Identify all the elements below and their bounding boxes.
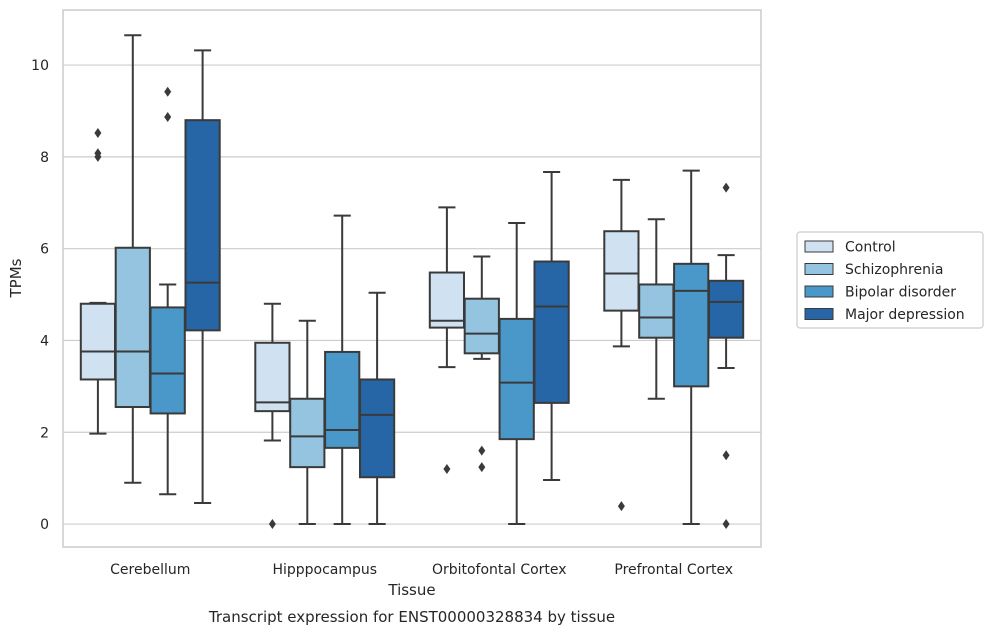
iqr-box xyxy=(79,302,117,381)
box-control xyxy=(79,128,117,435)
y-axis-label: TPMs xyxy=(7,258,25,298)
box-schizophrenia xyxy=(463,255,500,473)
legend-item: Bipolar disorder xyxy=(804,285,956,301)
outlier-point xyxy=(617,501,625,512)
legend-frame xyxy=(796,231,984,329)
box-schizophrenia xyxy=(638,218,675,400)
box-schizophrenia xyxy=(114,34,151,484)
legend-swatch xyxy=(804,285,834,298)
iqr-box xyxy=(463,297,500,355)
box-bipolar-disorder xyxy=(673,169,710,526)
iqr-box xyxy=(114,246,151,409)
box-major-depression xyxy=(707,182,745,530)
box-plot-area xyxy=(79,34,745,530)
box-control xyxy=(254,302,291,530)
outlier-point xyxy=(478,462,486,473)
x-tick-label: Orbitofontal Cortex xyxy=(432,562,567,578)
box-bipolar-disorder xyxy=(324,214,361,526)
legend-label: Major depression xyxy=(845,307,965,323)
legend-label: Schizophrenia xyxy=(845,262,943,278)
legend-label: Control xyxy=(845,240,896,256)
outlier-point xyxy=(478,445,486,456)
plot-frame xyxy=(62,9,762,548)
legend-item: Major depression xyxy=(804,307,965,323)
outlier-point xyxy=(164,86,172,97)
y-tick-label: 8 xyxy=(40,150,49,166)
iqr-box xyxy=(638,283,675,339)
iqr-box xyxy=(673,262,710,388)
chart-caption: Transcript expression for ENST0000032883… xyxy=(208,608,615,626)
y-tick-label: 2 xyxy=(40,425,49,441)
legend: Control Schizophrenia Bipolar disorder Majo… xyxy=(796,231,984,329)
outlier-point xyxy=(94,128,102,139)
legend-label: Bipolar disorder xyxy=(845,285,956,301)
outlier-point xyxy=(443,463,451,474)
iqr-box xyxy=(254,341,291,413)
box-major-depression xyxy=(184,49,221,504)
box-bipolar-disorder xyxy=(498,221,535,526)
box-major-depression xyxy=(358,291,396,526)
y-tick-label: 0 xyxy=(40,517,49,533)
iqr-box xyxy=(603,230,640,312)
outlier-point xyxy=(722,182,730,193)
outlier-point xyxy=(722,450,730,461)
y-tick-label: 4 xyxy=(40,333,49,349)
iqr-box xyxy=(498,317,535,441)
x-tick-label: Prefrontal Cortex xyxy=(614,562,733,578)
x-tick-label: Hipppocampus xyxy=(272,562,377,578)
outlier-point xyxy=(268,519,276,530)
legend-swatch xyxy=(804,263,834,275)
outlier-point xyxy=(94,148,102,159)
legend-item: Control xyxy=(804,240,896,256)
x-axis-ticks: Cerebellum Hipppocampus Orbitofontal Corte… xyxy=(110,562,733,578)
box-control xyxy=(428,206,466,474)
y-tick-label: 6 xyxy=(40,242,49,258)
iqr-box xyxy=(428,271,466,329)
iqr-box xyxy=(324,350,361,449)
iqr-box xyxy=(358,378,396,479)
outlier-point xyxy=(164,111,172,122)
box-major-depression xyxy=(533,171,570,481)
x-tick-label: Cerebellum xyxy=(110,562,190,578)
box-bipolar-disorder xyxy=(149,86,186,496)
box-schizophrenia xyxy=(289,319,326,526)
box-control xyxy=(603,178,640,512)
iqr-box xyxy=(707,279,745,339)
x-axis-label: Tissue xyxy=(387,581,435,599)
iqr-box xyxy=(289,397,326,469)
y-tick-label: 10 xyxy=(31,58,49,74)
iqr-box xyxy=(533,260,570,404)
legend-swatch xyxy=(804,308,834,320)
legend-swatch xyxy=(804,240,834,253)
legend-item: Schizophrenia xyxy=(804,262,943,278)
y-axis-ticks: 0 2 4 6 8 10 xyxy=(31,58,49,533)
iqr-box xyxy=(149,306,186,415)
iqr-box xyxy=(184,119,221,332)
outlier-point xyxy=(722,519,730,530)
